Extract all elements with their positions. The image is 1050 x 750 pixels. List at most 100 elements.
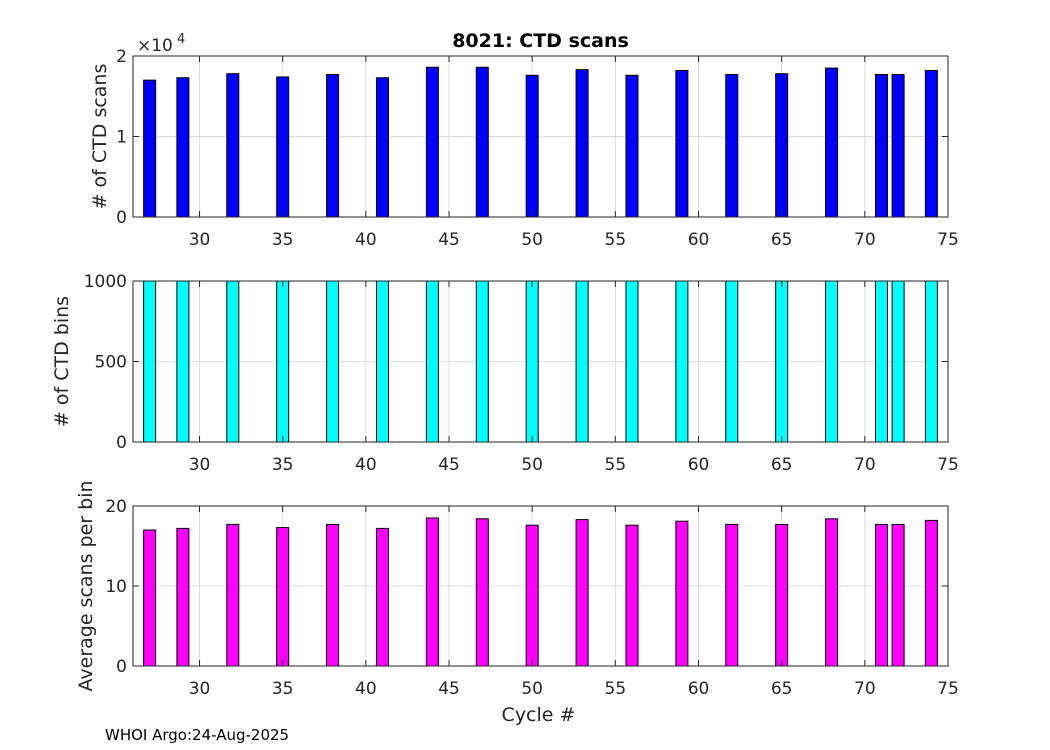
- bar-cycle-56: [625, 524, 639, 667]
- bar-cycle-38: [326, 523, 340, 667]
- x-tick-label: 65: [771, 679, 793, 699]
- y-exponent-label: ×10: [137, 36, 173, 56]
- bar-cycle-41: [375, 77, 389, 218]
- bar-cycle-27: [143, 280, 157, 443]
- x-tick-label: 55: [605, 679, 627, 699]
- y-exponent-power: 4: [177, 32, 185, 47]
- bar-cycle-35: [276, 280, 290, 443]
- bar-cycle-74: [924, 280, 938, 443]
- bar-cycle-32: [226, 73, 240, 218]
- x-tick-label: 55: [605, 230, 627, 250]
- bar-cycle-72: [891, 280, 905, 443]
- bar-cycle-68: [825, 518, 839, 667]
- x-tick-label: 70: [854, 230, 876, 250]
- bar-cycle-72: [891, 74, 905, 218]
- bar-cycle-50: [525, 74, 539, 218]
- bar-cycle-50: [525, 524, 539, 667]
- bar-cycle-72: [891, 523, 905, 667]
- bar-cycle-65: [775, 73, 789, 218]
- x-tick-label: 40: [355, 230, 377, 250]
- chart-title: 8021: CTD scans: [452, 30, 629, 52]
- x-tick-label: 75: [937, 230, 959, 250]
- y-tick-label: 0: [116, 208, 127, 228]
- x-tick-label: 50: [521, 455, 543, 475]
- x-tick-label: 70: [854, 679, 876, 699]
- bar-cycle-56: [625, 74, 639, 218]
- x-tick-label: 40: [355, 679, 377, 699]
- bar-cycle-62: [725, 523, 739, 667]
- bar-cycle-41: [375, 280, 389, 443]
- x-tick-label: 35: [272, 679, 294, 699]
- x-tick-label: 65: [771, 455, 793, 475]
- x-tick-label: 60: [688, 230, 710, 250]
- bar-cycle-47: [475, 518, 489, 667]
- bar-cycle-56: [625, 280, 639, 443]
- panel-3: 30 35 40 45 50 55 60 65 70 75 0 10 20 Average scans p…: [75, 480, 959, 726]
- bar-cycle-44: [425, 280, 439, 443]
- y-axis-label: # of CTD scans: [89, 64, 111, 210]
- bar-cycle-32: [226, 523, 240, 667]
- y-axis-label: # of CTD bins: [51, 296, 73, 427]
- bar-cycle-65: [775, 523, 789, 667]
- x-tick-label: 55: [605, 455, 627, 475]
- x-tick-label: 30: [189, 230, 211, 250]
- footer-credit: WHOI Argo:24-Aug-2025: [105, 726, 289, 744]
- x-tick-label: 50: [521, 230, 543, 250]
- bar-cycle-68: [825, 67, 839, 218]
- x-tick-label: 75: [937, 679, 959, 699]
- x-tick-label: 40: [355, 455, 377, 475]
- bar-cycle-47: [475, 280, 489, 443]
- x-tick-label: 65: [771, 230, 793, 250]
- y-axis-label: Average scans per bin: [75, 480, 97, 691]
- bar-cycle-74: [924, 69, 938, 218]
- x-tick-label: 45: [438, 455, 460, 475]
- bar-cycle-38: [326, 74, 340, 218]
- bar-cycle-47: [475, 66, 489, 218]
- bar-cycle-29: [176, 77, 190, 218]
- bar-cycle-53: [575, 519, 589, 667]
- bar-cycle-62: [725, 74, 739, 218]
- y-tick-label: 0: [116, 657, 127, 677]
- bar-cycle-35: [276, 527, 290, 667]
- bar-cycle-29: [176, 527, 190, 667]
- y-tick-label: 10: [105, 577, 127, 597]
- x-tick-label: 45: [438, 679, 460, 699]
- bar-cycle-44: [425, 517, 439, 667]
- y-tick-label: 1000: [84, 272, 127, 292]
- x-tick-label: 70: [854, 455, 876, 475]
- panel-2: 30 35 40 45 50 55 60 65 70 75 0 500 1000 # of CTD bin…: [51, 272, 959, 475]
- bar-cycle-44: [425, 66, 439, 218]
- bar-cycle-53: [575, 69, 589, 218]
- bar-cycle-74: [924, 519, 938, 667]
- y-tick-label: 1: [116, 128, 127, 148]
- panel-1: 30 35 40 45 50 55 60 65 70 75 0 1 2# of CTD scans 802…: [89, 30, 959, 250]
- bar-cycle-71: [874, 74, 888, 218]
- x-tick-label: 35: [272, 230, 294, 250]
- bar-cycle-35: [276, 76, 290, 218]
- bar-cycle-38: [326, 280, 340, 443]
- y-tick-label: 2: [116, 47, 127, 67]
- x-tick-label: 75: [937, 455, 959, 475]
- y-tick-label: 500: [95, 353, 127, 373]
- bar-cycle-71: [874, 280, 888, 443]
- bar-cycle-27: [143, 529, 157, 667]
- x-tick-label: 30: [189, 679, 211, 699]
- bar-cycle-68: [825, 280, 839, 443]
- bar-cycle-50: [525, 280, 539, 443]
- bar-cycle-65: [775, 280, 789, 443]
- x-tick-label: 50: [521, 679, 543, 699]
- bar-cycle-59: [675, 280, 689, 443]
- x-tick-label: 30: [189, 455, 211, 475]
- bar-cycle-41: [375, 527, 389, 667]
- bar-cycle-27: [143, 79, 157, 218]
- y-tick-label: 0: [116, 433, 127, 453]
- x-tick-label: 35: [272, 455, 294, 475]
- bar-cycle-59: [675, 69, 689, 218]
- bar-cycle-29: [176, 280, 190, 443]
- bar-cycle-32: [226, 280, 240, 443]
- y-tick-label: 20: [105, 497, 127, 517]
- bar-cycle-71: [874, 523, 888, 667]
- bar-cycle-62: [725, 280, 739, 443]
- x-tick-label: 45: [438, 230, 460, 250]
